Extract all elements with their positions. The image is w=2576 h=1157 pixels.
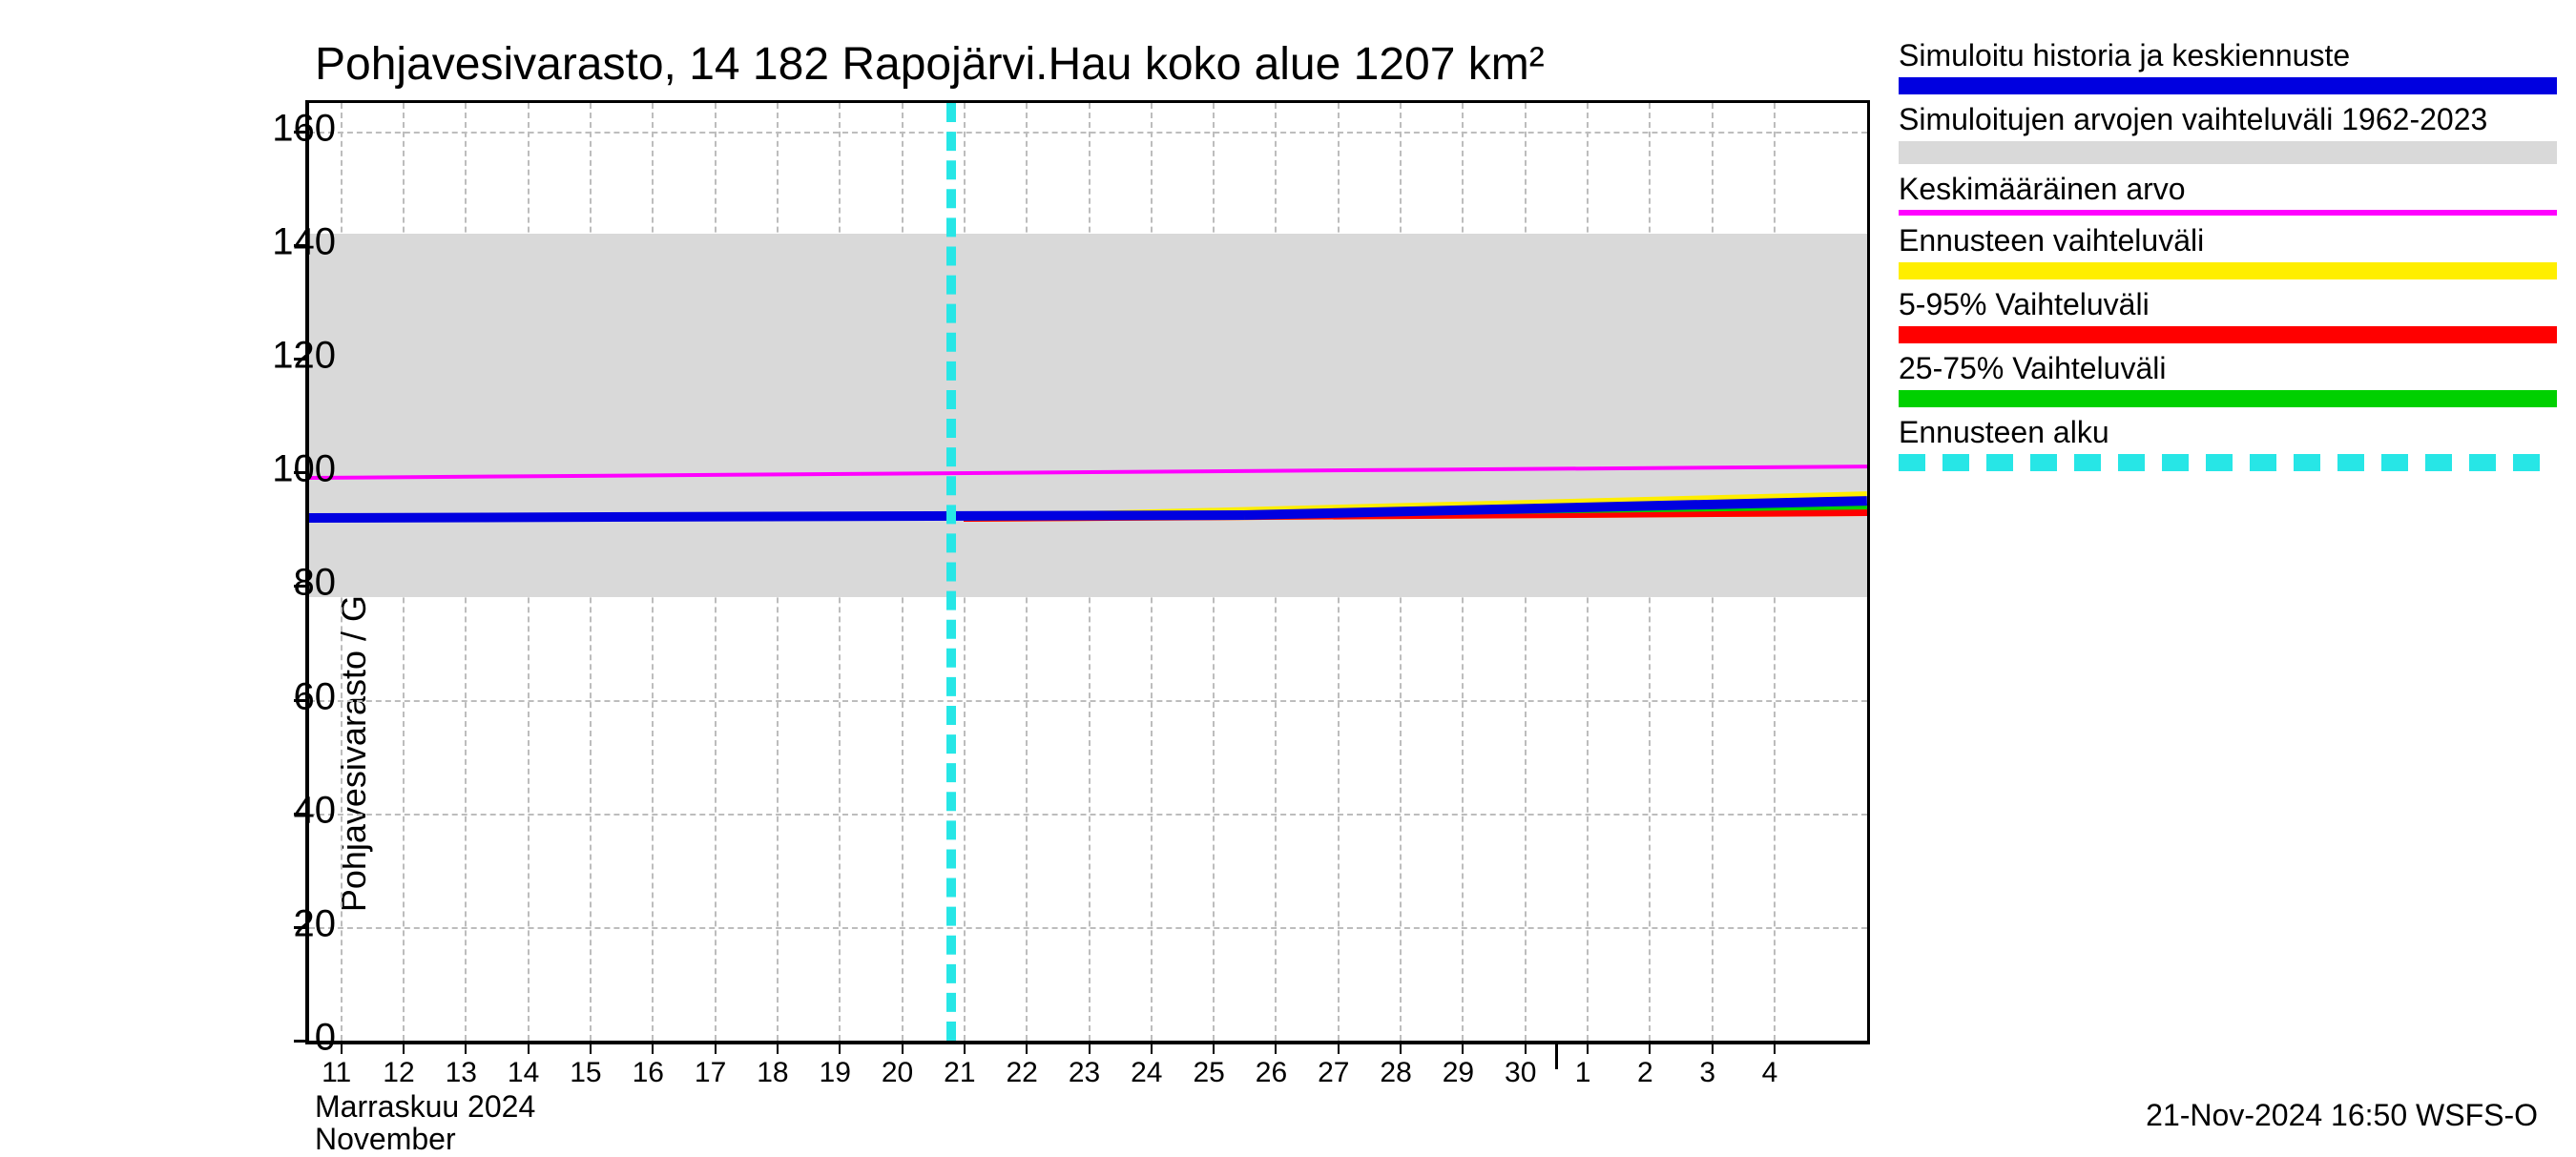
legend-label: Simuloitujen arvojen vaihteluväli 1962-2… [1899, 102, 2557, 137]
legend-label: Simuloitu historia ja keskiennuste [1899, 38, 2557, 73]
xtick-label: 19 [820, 1057, 851, 1089]
month-divider [1555, 1041, 1558, 1069]
xtick-mark [839, 1041, 841, 1054]
legend-label: Ennusteen alku [1899, 415, 2557, 450]
legend-swatch [1899, 454, 2557, 471]
xtick-mark [1338, 1041, 1340, 1054]
xtick-label: 21 [944, 1057, 975, 1089]
xtick-mark [1587, 1041, 1589, 1054]
legend-label: 5-95% Vaihteluväli [1899, 287, 2557, 322]
xtick-label: 3 [1699, 1057, 1715, 1089]
xtick-label: 17 [695, 1057, 726, 1089]
xtick-mark [1151, 1041, 1153, 1054]
legend-entry: Simuloitu historia ja keskiennuste [1899, 38, 2557, 94]
xtick-mark [1712, 1041, 1714, 1054]
xtick-label: 28 [1380, 1057, 1411, 1089]
legend-entry: Keskimääräinen arvo [1899, 172, 2557, 217]
legend-swatch [1899, 141, 2557, 164]
ytick-label: 40 [240, 789, 336, 832]
xtick-mark [1400, 1041, 1402, 1054]
legend-swatch [1899, 262, 2557, 279]
xtick-mark [1089, 1041, 1091, 1054]
xtick-mark [1275, 1041, 1277, 1054]
xtick-mark [902, 1041, 904, 1054]
ytick-label: 0 [240, 1017, 336, 1060]
legend-entry: Ennusteen vaihteluväli [1899, 223, 2557, 279]
xtick-label: 2 [1637, 1057, 1653, 1089]
xtick-mark [465, 1041, 467, 1054]
x-axis-label-en: November [315, 1122, 456, 1157]
ytick-label: 160 [240, 107, 336, 150]
xtick-label: 25 [1193, 1057, 1224, 1089]
chart-container: Pohjavesivarasto / Groundwater storage m… [0, 0, 2576, 1145]
xtick-label: 15 [570, 1057, 601, 1089]
xtick-mark [1525, 1041, 1527, 1054]
xtick-mark [777, 1041, 779, 1054]
chart-title: Pohjavesivarasto, 14 182 Rapojärvi.Hau k… [315, 38, 1545, 91]
xtick-label: 20 [882, 1057, 913, 1089]
legend-entry: 25-75% Vaihteluväli [1899, 351, 2557, 407]
ytick-label: 120 [240, 335, 336, 378]
legend-label: 25-75% Vaihteluväli [1899, 351, 2557, 386]
xtick-label: 1 [1575, 1057, 1591, 1089]
xtick-mark [403, 1041, 405, 1054]
forecast-start-line [946, 103, 956, 1041]
xtick-label: 13 [446, 1057, 477, 1089]
ytick-label: 20 [240, 902, 336, 945]
xtick-mark [590, 1041, 592, 1054]
xtick-mark [964, 1041, 966, 1054]
xtick-mark [715, 1041, 717, 1054]
legend-swatch [1899, 210, 2557, 216]
xtick-mark [652, 1041, 654, 1054]
legend-label: Keskimääräinen arvo [1899, 172, 2557, 207]
legend-swatch [1899, 390, 2557, 407]
xtick-label: 23 [1069, 1057, 1100, 1089]
x-axis-label-fi: Marraskuu 2024 [315, 1089, 535, 1125]
xtick-label: 16 [633, 1057, 664, 1089]
ytick-label: 100 [240, 448, 336, 491]
plot-area [305, 100, 1870, 1044]
ytick-label: 80 [240, 562, 336, 605]
xtick-label: 11 [322, 1057, 351, 1089]
ytick-label: 140 [240, 220, 336, 263]
legend-swatch [1899, 77, 2557, 94]
xtick-label: 24 [1131, 1057, 1162, 1089]
xtick-label: 22 [1006, 1057, 1037, 1089]
legend-swatch [1899, 326, 2557, 343]
xtick-mark [1649, 1041, 1651, 1054]
legend-entry: 5-95% Vaihteluväli [1899, 287, 2557, 343]
legend-entry: Ennusteen alku [1899, 415, 2557, 471]
xtick-mark [528, 1041, 530, 1054]
xtick-label: 14 [508, 1057, 539, 1089]
xtick-mark [1026, 1041, 1028, 1054]
xtick-label: 27 [1318, 1057, 1349, 1089]
xtick-label: 30 [1505, 1057, 1536, 1089]
ytick-label: 60 [240, 675, 336, 718]
chart-footer: 21-Nov-2024 16:50 WSFS-O [2146, 1098, 2538, 1133]
xtick-mark [1462, 1041, 1464, 1054]
historical-band [309, 234, 1867, 597]
xtick-mark [1774, 1041, 1776, 1054]
legend-label: Ennusteen vaihteluväli [1899, 223, 2557, 258]
legend: Simuloitu historia ja keskiennuste Simulo… [1899, 38, 2557, 479]
xtick-label: 4 [1762, 1057, 1778, 1089]
xtick-mark [341, 1041, 343, 1054]
xtick-mark [1213, 1041, 1215, 1054]
xtick-label: 12 [383, 1057, 414, 1089]
xtick-label: 18 [757, 1057, 788, 1089]
xtick-label: 29 [1443, 1057, 1474, 1089]
xtick-label: 26 [1256, 1057, 1287, 1089]
legend-entry: Simuloitujen arvojen vaihteluväli 1962-2… [1899, 102, 2557, 164]
